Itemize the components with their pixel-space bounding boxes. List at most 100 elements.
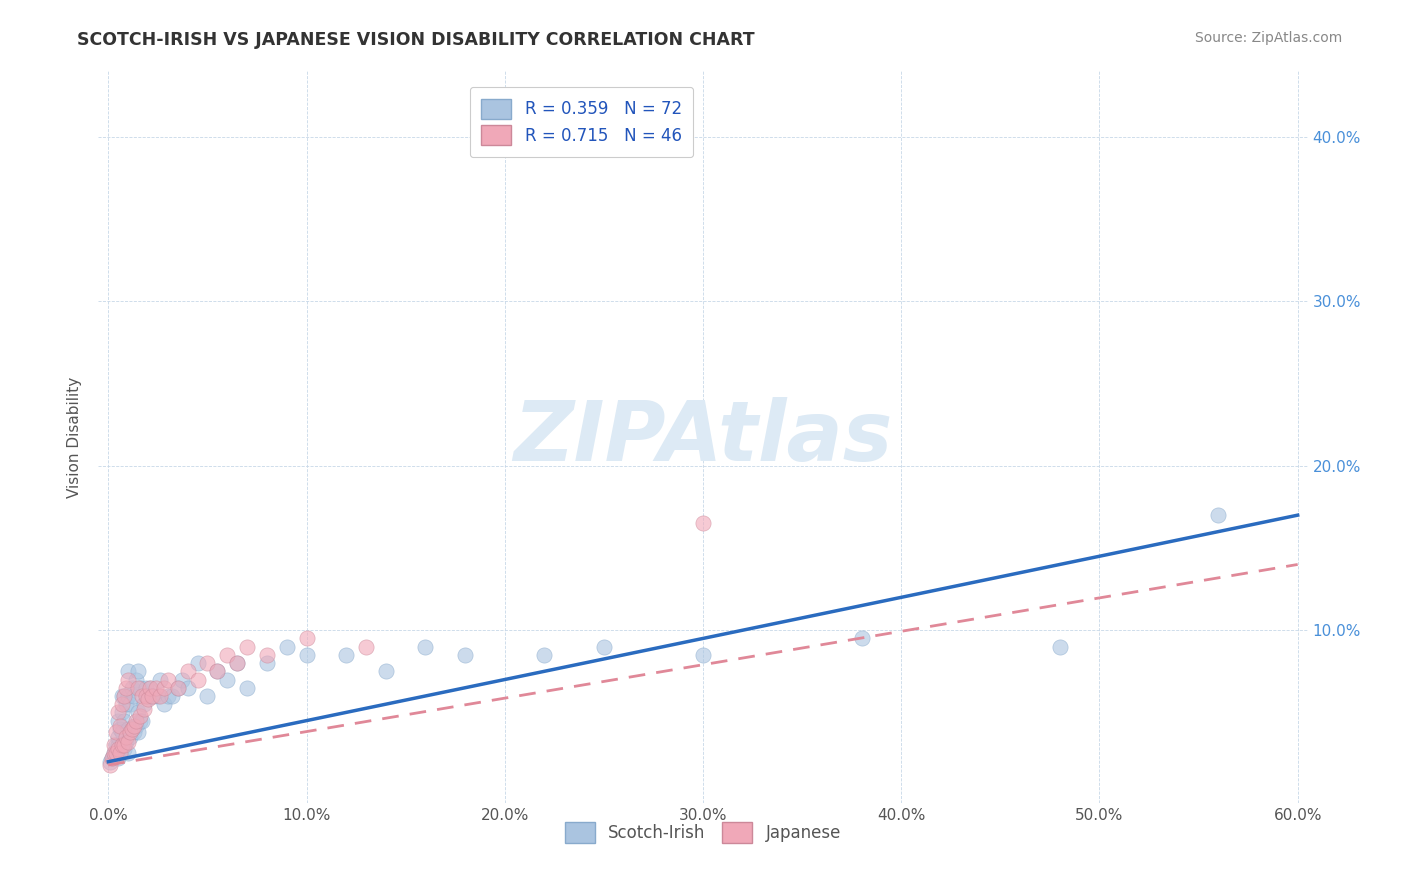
Point	[105, 739, 128, 753]
Point	[122, 718, 145, 732]
Point	[117, 689, 139, 703]
Point	[115, 735, 138, 749]
Point	[135, 689, 157, 703]
Point	[276, 640, 298, 654]
Point	[129, 681, 152, 695]
Point	[111, 725, 134, 739]
Point	[105, 747, 128, 761]
Point	[107, 730, 129, 744]
Point	[295, 632, 318, 646]
Point	[186, 673, 208, 687]
Point	[207, 665, 229, 679]
Point	[111, 739, 134, 753]
Point	[111, 706, 134, 720]
Point	[139, 681, 162, 695]
Point	[141, 689, 163, 703]
Point	[117, 747, 139, 761]
Point	[135, 681, 157, 695]
Point	[136, 689, 159, 703]
Point	[117, 665, 139, 679]
Text: ZIPAtlas: ZIPAtlas	[513, 397, 893, 477]
Point	[110, 747, 132, 761]
Point	[107, 739, 129, 753]
Point	[207, 665, 229, 679]
Point	[112, 689, 135, 703]
Point	[176, 665, 198, 679]
Point	[851, 632, 873, 646]
Point	[136, 692, 159, 706]
Point	[533, 648, 555, 662]
Point	[295, 648, 318, 662]
Point	[166, 681, 188, 695]
Point	[132, 702, 155, 716]
Point	[153, 681, 176, 695]
Point	[111, 739, 134, 753]
Point	[125, 718, 148, 732]
Point	[111, 689, 134, 703]
Point	[131, 689, 153, 703]
Point	[197, 689, 219, 703]
Point	[127, 706, 149, 720]
Point	[120, 697, 142, 711]
Point	[117, 722, 139, 736]
Point	[149, 689, 172, 703]
Point	[117, 673, 139, 687]
Point	[115, 681, 138, 695]
Point	[105, 725, 128, 739]
Point	[139, 681, 162, 695]
Text: Source: ZipAtlas.com: Source: ZipAtlas.com	[1195, 31, 1343, 45]
Point	[107, 741, 129, 756]
Point	[166, 681, 188, 695]
Point	[103, 747, 125, 761]
Point	[112, 739, 135, 753]
Point	[236, 681, 259, 695]
Point	[156, 673, 179, 687]
Point	[335, 648, 357, 662]
Point	[236, 640, 259, 654]
Point	[132, 697, 155, 711]
Point	[98, 758, 121, 772]
Point	[110, 722, 132, 736]
Point	[153, 697, 176, 711]
Point	[226, 656, 249, 670]
Point	[120, 730, 142, 744]
Point	[217, 673, 239, 687]
Point	[107, 751, 129, 765]
Point	[110, 747, 132, 761]
Point	[692, 516, 714, 531]
Point	[117, 735, 139, 749]
Point	[103, 739, 125, 753]
Point	[115, 697, 138, 711]
Point	[120, 725, 142, 739]
Point	[129, 714, 152, 728]
Point	[103, 747, 125, 761]
Legend: Scotch-Irish, Japanese: Scotch-Irish, Japanese	[558, 815, 848, 849]
Point	[145, 681, 167, 695]
Point	[226, 656, 249, 670]
Point	[146, 689, 169, 703]
Point	[176, 681, 198, 695]
Point	[354, 640, 377, 654]
Point	[125, 714, 148, 728]
Point	[105, 747, 128, 761]
Point	[415, 640, 437, 654]
Point	[112, 714, 135, 728]
Point	[1049, 640, 1071, 654]
Point	[115, 730, 138, 744]
Point	[122, 725, 145, 739]
Point	[101, 751, 124, 765]
Point	[141, 689, 163, 703]
Point	[131, 714, 153, 728]
Point	[121, 722, 143, 736]
Point	[197, 656, 219, 670]
Point	[256, 656, 278, 670]
Point	[374, 665, 396, 679]
Point	[121, 681, 143, 695]
Point	[142, 689, 165, 703]
Point	[112, 689, 135, 703]
Point	[122, 689, 145, 703]
Point	[256, 648, 278, 662]
Point	[127, 725, 149, 739]
Point	[186, 656, 208, 670]
Point	[454, 648, 477, 662]
